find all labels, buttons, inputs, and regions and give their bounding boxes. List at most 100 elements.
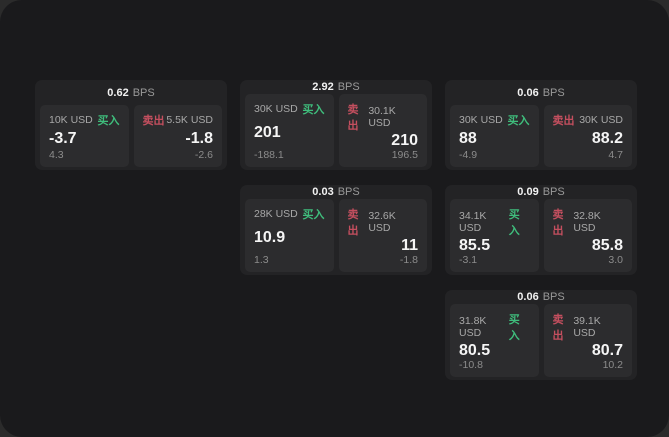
sell-sub-value: 3.0 xyxy=(608,254,623,266)
sell-panel[interactable]: 卖出 39.1K USD 80.7 10.2 xyxy=(543,304,632,377)
buy-size: 10K USD xyxy=(49,114,93,126)
sell-price: 85.8 xyxy=(591,237,623,254)
quote-card: 0.62 BPS 10K USD 买入 -3.7 4.3 卖出 5.5K USD… xyxy=(35,80,227,170)
sell-panel[interactable]: 卖出 32.6K USD 11 -1.8 xyxy=(338,199,427,272)
sell-side-label: 卖出 xyxy=(347,209,359,237)
spread-value: 0.03 xyxy=(312,186,334,198)
bps-unit-label: BPS xyxy=(337,186,360,198)
buy-sub-value: -188.1 xyxy=(254,149,284,161)
spread-header: 0.03 BPS xyxy=(245,185,427,199)
buy-side-label: 买入 xyxy=(508,314,520,342)
quote-panels: 10K USD 买入 -3.7 4.3 卖出 5.5K USD -1.8 -2.… xyxy=(40,105,222,167)
spread-header: 0.06 BPS xyxy=(450,80,632,105)
buy-panel-top: 10K USD 买入 xyxy=(49,112,120,128)
bps-unit-label: BPS xyxy=(542,86,565,99)
sell-size: 30K USD xyxy=(579,114,623,126)
buy-sub-value: -3.1 xyxy=(459,254,478,266)
quote-panels: 28K USD 买入 10.9 1.3 卖出 32.6K USD 11 -1.8 xyxy=(245,199,427,272)
buy-panel[interactable]: 28K USD 买入 10.9 1.3 xyxy=(245,199,334,272)
buy-panel-top: 28K USD 买入 xyxy=(254,206,325,222)
buy-size: 31.8K USD xyxy=(459,315,487,339)
buy-panel-top: 30K USD 买入 xyxy=(459,112,530,128)
buy-price: 201 xyxy=(254,124,281,141)
buy-sub-value: 4.3 xyxy=(49,149,64,161)
spread-value: 0.06 xyxy=(517,291,539,303)
buy-price: 10.9 xyxy=(254,229,286,246)
buy-size: 30K USD xyxy=(254,103,298,115)
sell-side-label: 卖出 xyxy=(142,115,165,127)
sell-price: 80.7 xyxy=(591,342,623,359)
buy-price: 85.5 xyxy=(459,237,491,254)
sell-size: 32.8K USD xyxy=(573,210,601,234)
sell-sub-value: 10.2 xyxy=(602,359,623,371)
quote-card: 0.09 BPS 34.1K USD 买入 85.5 -3.1 卖出 32.8K… xyxy=(445,185,637,275)
sell-size: 30.1K USD xyxy=(368,105,396,129)
sell-panel-top: 卖出 32.8K USD xyxy=(553,206,624,238)
sell-price: 88.2 xyxy=(591,129,623,147)
sell-size: 32.6K USD xyxy=(368,210,396,234)
buy-sub-value: -4.9 xyxy=(459,149,478,161)
buy-price: 80.5 xyxy=(459,342,491,359)
sell-side-label: 卖出 xyxy=(552,209,564,237)
sell-panel-top: 卖出 39.1K USD xyxy=(553,311,624,343)
buy-panel-top: 31.8K USD 买入 xyxy=(459,311,530,343)
sell-panel[interactable]: 卖出 32.8K USD 85.8 3.0 xyxy=(543,199,632,272)
sell-panel-top: 卖出 30K USD xyxy=(553,112,624,128)
quote-panels: 34.1K USD 买入 85.5 -3.1 卖出 32.8K USD 85.8… xyxy=(450,199,632,272)
quotes-grid: 0.62 BPS 10K USD 买入 -3.7 4.3 卖出 5.5K USD… xyxy=(35,80,637,380)
spread-value: 0.62 xyxy=(107,86,129,99)
quote-panels: 30K USD 买入 88 -4.9 卖出 30K USD 88.2 4.7 xyxy=(450,105,632,167)
buy-sub-value: 1.3 xyxy=(254,254,269,266)
buy-panel[interactable]: 30K USD 买入 201 -188.1 xyxy=(245,94,334,167)
buy-sub-value: -10.8 xyxy=(459,359,483,371)
quote-card: 0.03 BPS 28K USD 买入 10.9 1.3 卖出 32.6K US… xyxy=(240,185,432,275)
buy-price: -3.7 xyxy=(49,129,77,147)
bps-unit-label: BPS xyxy=(542,186,565,198)
sell-sub-value: 196.5 xyxy=(391,149,418,161)
buy-panel[interactable]: 30K USD 买入 88 -4.9 xyxy=(450,105,539,167)
sell-price: 11 xyxy=(401,237,418,254)
spread-header: 0.62 BPS xyxy=(40,80,222,105)
sell-side-label: 卖出 xyxy=(552,115,575,127)
bps-unit-label: BPS xyxy=(542,291,565,303)
sell-panel[interactable]: 卖出 30K USD 88.2 4.7 xyxy=(543,105,632,167)
spread-value: 2.92 xyxy=(312,81,334,93)
sell-price: -1.8 xyxy=(185,129,213,147)
sell-price: 210 xyxy=(391,132,418,149)
sell-panel[interactable]: 卖出 5.5K USD -1.8 -2.6 xyxy=(133,105,222,167)
sell-sub-value: 4.7 xyxy=(608,149,623,161)
sell-panel-top: 卖出 5.5K USD xyxy=(143,112,214,128)
sell-panel-top: 卖出 30.1K USD xyxy=(348,101,419,133)
spread-header: 0.06 BPS xyxy=(450,290,632,304)
spread-header: 0.09 BPS xyxy=(450,185,632,199)
quote-panels: 30K USD 买入 201 -188.1 卖出 30.1K USD 210 1… xyxy=(245,94,427,167)
buy-panel-top: 30K USD 买入 xyxy=(254,101,325,117)
spread-value: 0.06 xyxy=(517,86,539,99)
buy-panel[interactable]: 34.1K USD 买入 85.5 -3.1 xyxy=(450,199,539,272)
quote-panels: 31.8K USD 买入 80.5 -10.8 卖出 39.1K USD 80.… xyxy=(450,304,632,377)
sell-size: 39.1K USD xyxy=(573,315,601,339)
bps-unit-label: BPS xyxy=(337,81,360,93)
spread-header: 2.92 BPS xyxy=(245,80,427,94)
sell-sub-value: -2.6 xyxy=(194,149,213,161)
sell-panel-top: 卖出 32.6K USD xyxy=(348,206,419,238)
buy-panel[interactable]: 31.8K USD 买入 80.5 -10.8 xyxy=(450,304,539,377)
spread-value: 0.09 xyxy=(517,186,539,198)
sell-size: 5.5K USD xyxy=(166,114,213,126)
quote-card: 0.06 BPS 31.8K USD 买入 80.5 -10.8 卖出 39.1… xyxy=(445,290,637,380)
buy-size: 34.1K USD xyxy=(459,210,487,234)
sell-sub-value: -1.8 xyxy=(399,254,418,266)
buy-panel[interactable]: 10K USD 买入 -3.7 4.3 xyxy=(40,105,129,167)
buy-size: 30K USD xyxy=(459,114,503,126)
buy-side-label: 买入 xyxy=(97,115,120,127)
sell-panel[interactable]: 卖出 30.1K USD 210 196.5 xyxy=(338,94,427,167)
buy-side-label: 买入 xyxy=(508,209,520,237)
sell-side-label: 卖出 xyxy=(347,104,359,132)
buy-side-label: 买入 xyxy=(302,104,325,116)
buy-panel-top: 34.1K USD 买入 xyxy=(459,206,530,238)
buy-price: 88 xyxy=(459,129,477,147)
buy-side-label: 买入 xyxy=(302,209,325,221)
buy-side-label: 买入 xyxy=(507,115,530,127)
buy-size: 28K USD xyxy=(254,208,298,220)
